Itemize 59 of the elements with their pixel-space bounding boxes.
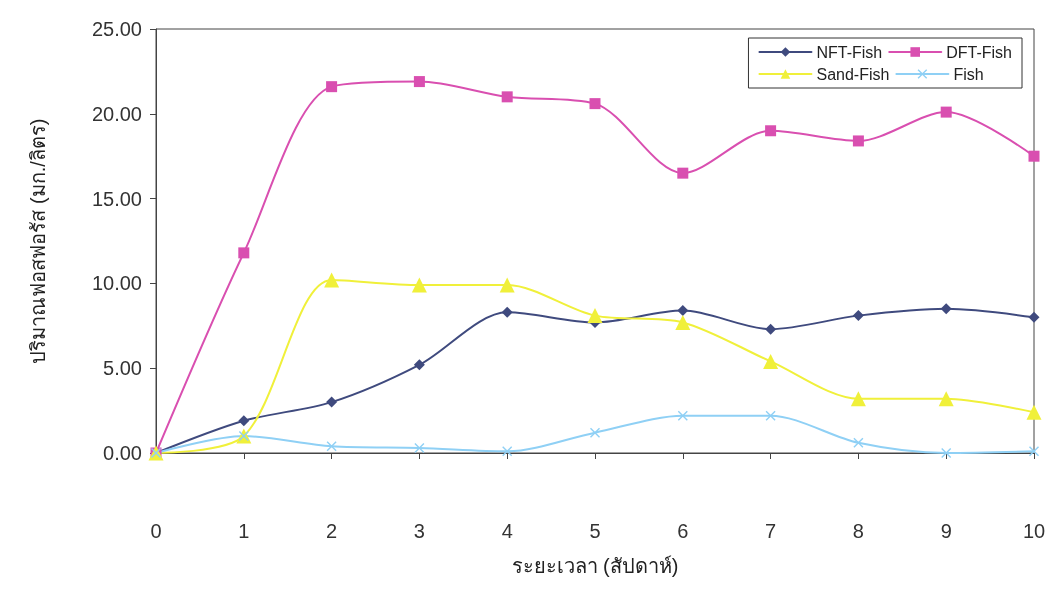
- x-tick-label: 0: [150, 520, 162, 542]
- point: [677, 410, 688, 421]
- x-tick-label: 1: [238, 520, 250, 542]
- legend-label: Sand-Fish: [816, 65, 890, 83]
- point: [590, 427, 600, 438]
- point: [1028, 150, 1040, 162]
- x-axis-title: ระยะเวลา (สัปดาห์): [511, 555, 679, 577]
- point: [411, 277, 427, 293]
- point: [238, 415, 250, 427]
- point: [765, 125, 777, 137]
- point: [1028, 311, 1040, 323]
- point: [677, 305, 689, 317]
- point: [763, 353, 779, 369]
- point: [413, 76, 425, 88]
- legend-label: Fish: [953, 65, 984, 83]
- point: [765, 323, 777, 335]
- point: [413, 359, 425, 371]
- point: [326, 396, 338, 408]
- x-tick-label: 7: [765, 520, 777, 542]
- legend-label: NFT-Fish: [816, 43, 883, 61]
- point: [765, 410, 776, 421]
- x-tick-label: 3: [413, 520, 425, 542]
- y-tick-label: 20.00: [91, 102, 142, 125]
- x-tick-label: 2: [326, 520, 338, 542]
- x-tick-label: 9: [940, 520, 952, 542]
- y-tick-label: 25.00: [91, 18, 142, 40]
- point: [326, 81, 338, 93]
- point: [238, 247, 250, 259]
- point: [675, 314, 691, 330]
- point: [677, 167, 689, 179]
- y-tick-label: 15.00: [91, 187, 142, 210]
- x-tick-label: 4: [501, 520, 513, 542]
- y-tick-label: 0.00: [103, 442, 142, 464]
- y-tick-label: 10.00: [91, 272, 142, 295]
- point: [501, 91, 513, 103]
- point: [941, 448, 952, 458]
- x-tick-label: 6: [677, 520, 689, 542]
- point: [1026, 404, 1042, 420]
- x-tick-label: 8: [852, 520, 864, 542]
- x-tick-label: 5: [589, 520, 601, 542]
- point: [940, 303, 952, 315]
- x-tick-label: 10: [1022, 520, 1046, 542]
- point: [589, 98, 601, 110]
- y-tick-label: 5.00: [103, 357, 142, 380]
- point: [853, 437, 864, 448]
- point: [852, 310, 864, 322]
- y-axis-title: ปริมาณฟอสฟอรัส (มก./ลิตร): [27, 118, 49, 364]
- point: [499, 277, 515, 293]
- point: [850, 391, 866, 407]
- point: [940, 106, 952, 118]
- point: [852, 135, 864, 147]
- point: [587, 308, 603, 324]
- legend-label: DFT-Fish: [946, 43, 1013, 61]
- point: [414, 442, 425, 453]
- point: [501, 306, 513, 318]
- point: [326, 441, 337, 452]
- point: [324, 272, 340, 288]
- point: [938, 391, 954, 407]
- point: [502, 446, 513, 457]
